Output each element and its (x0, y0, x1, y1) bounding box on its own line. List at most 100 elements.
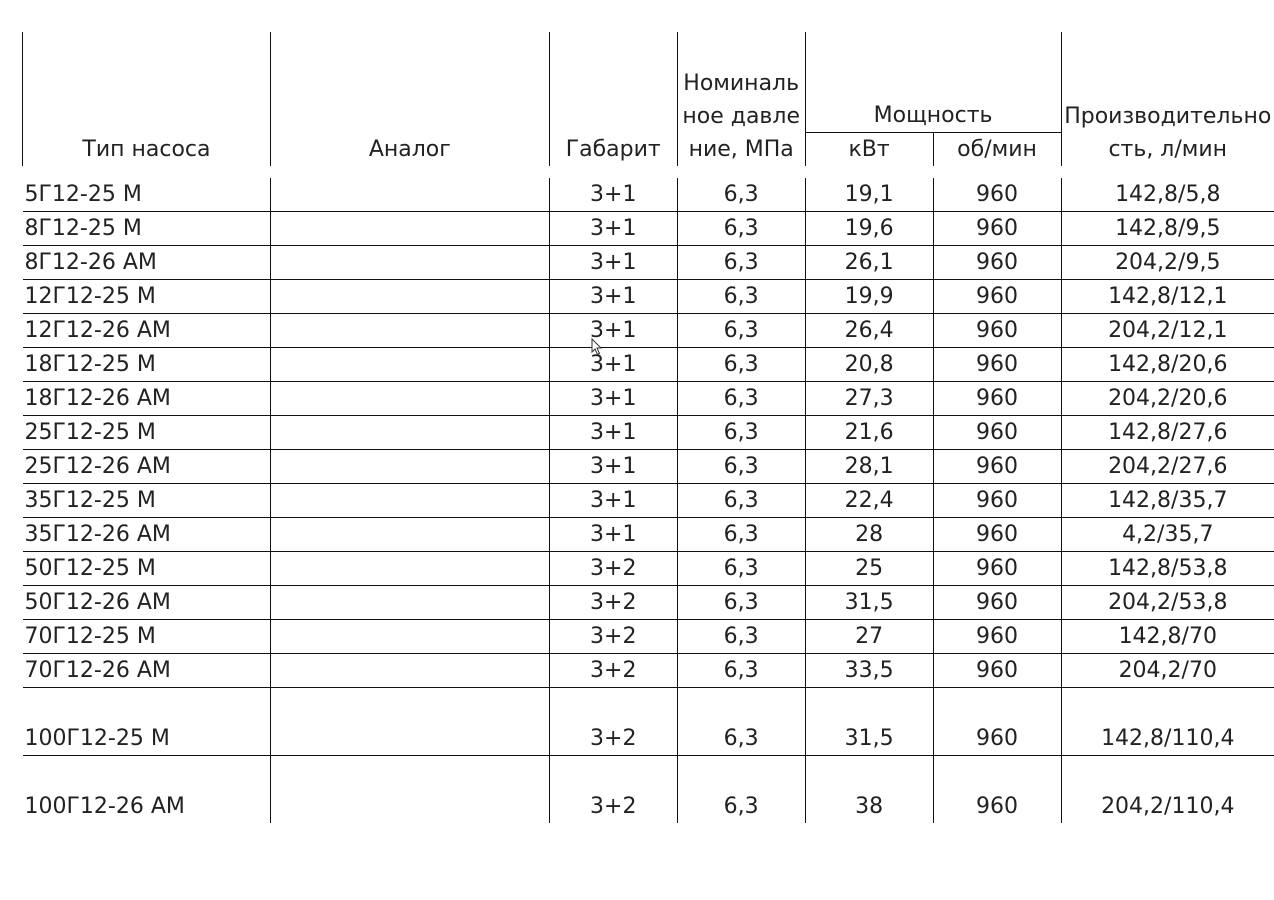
cell-analog (269, 687, 550, 756)
cell-pressure: 6,3 (676, 245, 806, 280)
cell-kw: 25 (804, 551, 934, 586)
cell-capacity: 142,8/5,8 (1060, 178, 1274, 212)
cell-pressure: 6,3 (676, 687, 806, 756)
cell-capacity: 204,2/53,8 (1060, 585, 1274, 620)
cell-type: 18Г12-25 М (22, 347, 271, 382)
cell-type: 18Г12-26 АМ (22, 381, 271, 416)
cell-type: 35Г12-25 М (22, 483, 271, 518)
cell-kw: 26,1 (804, 245, 934, 280)
mouse-pointer-icon (591, 338, 603, 356)
cell-capacity: 142,8/9,5 (1060, 211, 1274, 246)
table-row: 70Г12-26 АМ 3+2 6,3 33,5 960 204,2/70 (22, 653, 1274, 688)
cell-size: 3+1 (548, 483, 678, 518)
cell-type: 12Г12-25 М (22, 279, 271, 314)
cell-rpm: 960 (932, 178, 1062, 212)
header-size: Габарит (548, 32, 678, 166)
cell-size: 3+1 (548, 245, 678, 280)
cell-pressure: 6,3 (676, 381, 806, 416)
cell-rpm: 960 (932, 347, 1062, 382)
cell-pressure: 6,3 (676, 279, 806, 314)
cell-pressure: 6,3 (676, 483, 806, 518)
cell-type: 100Г12-26 АМ (24, 794, 185, 819)
cell-analog (269, 313, 550, 348)
cell-kw: 31,5 (804, 585, 934, 620)
cell-size: 3+2 (548, 755, 678, 823)
header-power-kw: кВт (804, 132, 934, 166)
cell-analog (269, 279, 550, 314)
cell-rpm: 960 (932, 517, 1062, 552)
cell-size: 3+1 (548, 415, 678, 450)
table-row: 100Г12-25 М 3+2 6,3 31,5 960 142,8/110,4 (22, 687, 1274, 756)
cell-kw: 21,6 (804, 415, 934, 450)
cell-type: 5Г12-25 М (22, 178, 271, 212)
cell-kw: 19,1 (804, 178, 934, 212)
cell-size: 3+2 (548, 585, 678, 620)
cell-kw: 20,8 (804, 347, 934, 382)
cell-analog (269, 755, 550, 823)
cell-kw: 26,4 (804, 313, 934, 348)
cell-pressure: 6,3 (676, 551, 806, 586)
cell-kw: 19,9 (804, 279, 934, 314)
cell-pressure: 6,3 (676, 211, 806, 246)
cell-size: 3+2 (548, 551, 678, 586)
cell-capacity: 204,2/110,4 (1060, 755, 1274, 823)
cell-type: 70Г12-26 АМ (22, 653, 271, 688)
table-row: 50Г12-25 М 3+2 6,3 25 960 142,8/53,8 (22, 551, 1274, 586)
cell-analog (269, 178, 550, 212)
header-pressure: Номинальное давление, МПа (676, 32, 806, 166)
cell-kw: 22,4 (804, 483, 934, 518)
header-power: Мощность (804, 32, 1062, 133)
cell-rpm: 960 (932, 585, 1062, 620)
cell-rpm: 960 (932, 211, 1062, 246)
header-capacity: Производительность, л/мин (1060, 32, 1274, 166)
header-analog: Аналог (269, 32, 550, 166)
table-row: 35Г12-25 М 3+1 6,3 22,4 960 142,8/35,7 (22, 483, 1274, 518)
cell-capacity: 142,8/110,4 (1060, 687, 1274, 756)
table-row: 25Г12-25 М 3+1 6,3 21,6 960 142,8/27,6 (22, 415, 1274, 450)
cell-rpm: 960 (932, 483, 1062, 518)
cell-pressure: 6,3 (676, 517, 806, 552)
table-row: 35Г12-26 АМ 3+1 6,3 28 960 4,2/35,7 (22, 517, 1274, 552)
cell-size: 3+1 (548, 313, 678, 348)
cell-type: 25Г12-26 АМ (22, 449, 271, 484)
cell-capacity: 204,2/27,6 (1060, 449, 1274, 484)
cell-type: 12Г12-26 АМ (22, 313, 271, 348)
cell-analog (269, 483, 550, 518)
cell-analog (269, 517, 550, 552)
cell-pressure: 6,3 (676, 313, 806, 348)
cell-type: 25Г12-25 М (22, 415, 271, 450)
cell-rpm: 960 (932, 415, 1062, 450)
header-type: Тип насоса (22, 32, 271, 166)
cell-size: 3+1 (548, 279, 678, 314)
cell-capacity: 204,2/12,1 (1060, 313, 1274, 348)
cell-capacity: 204,2/20,6 (1060, 381, 1274, 416)
cell-kw: 31,5 (804, 687, 934, 756)
cell-kw: 27,3 (804, 381, 934, 416)
header-rpm: об/мин (932, 132, 1062, 166)
table-row: 70Г12-25 М 3+2 6,3 27 960 142,8/70 (22, 619, 1274, 654)
cell-rpm: 960 (932, 687, 1062, 756)
cell-size: 3+2 (548, 619, 678, 654)
cell-capacity: 204,2/70 (1060, 653, 1274, 688)
cell-rpm: 960 (932, 313, 1062, 348)
cell-analog (269, 347, 550, 382)
cell-analog (269, 415, 550, 450)
cell-rpm: 960 (932, 449, 1062, 484)
table-row: 50Г12-26 АМ 3+2 6,3 31,5 960 204,2/53,8 (22, 585, 1274, 620)
cell-capacity: 142,8/53,8 (1060, 551, 1274, 586)
cell-analog (269, 653, 550, 688)
cell-capacity: 142,8/12,1 (1060, 279, 1274, 314)
table-row: 18Г12-25 М 3+1 6,3 20,8 960 142,8/20,6 (22, 347, 1274, 382)
cell-capacity: 142,8/27,6 (1060, 415, 1274, 450)
cell-size: 3+1 (548, 381, 678, 416)
cell-analog (269, 585, 550, 620)
cell-capacity: 204,2/9,5 (1060, 245, 1274, 280)
cell-pressure: 6,3 (676, 653, 806, 688)
cell-capacity: 142,8/35,7 (1060, 483, 1274, 518)
table-row: 18Г12-26 АМ 3+1 6,3 27,3 960 204,2/20,6 (22, 381, 1274, 416)
cell-kw: 19,6 (804, 211, 934, 246)
cell-type: 70Г12-25 М (22, 619, 271, 654)
cell-kw: 28,1 (804, 449, 934, 484)
cell-type: 8Г12-26 АМ (22, 245, 271, 280)
cell-pressure: 6,3 (676, 619, 806, 654)
